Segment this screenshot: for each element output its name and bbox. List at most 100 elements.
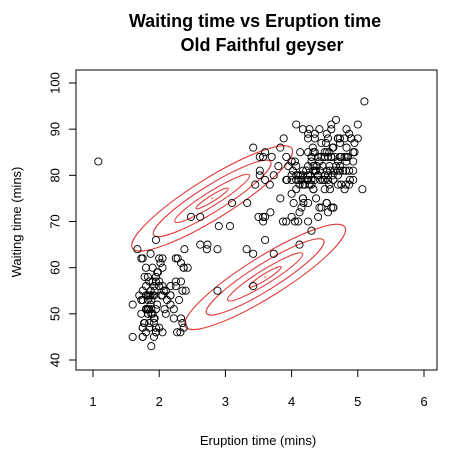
data-point	[151, 235, 160, 245]
data-point	[304, 217, 313, 226]
data-point	[249, 249, 258, 258]
data-point	[151, 328, 160, 337]
data-point	[304, 171, 313, 180]
data-point	[304, 129, 313, 138]
data-point	[330, 152, 339, 161]
data-point	[149, 332, 158, 341]
data-point	[282, 175, 291, 184]
data-point	[287, 157, 296, 166]
y-tick-label: 100	[47, 72, 62, 94]
data-point	[292, 175, 301, 184]
data-point	[274, 162, 283, 171]
data-point	[171, 254, 180, 263]
data-point	[330, 166, 339, 175]
data-point	[141, 282, 151, 291]
data-point	[345, 166, 354, 175]
y-tick-label: 70	[47, 214, 62, 228]
data-point	[328, 143, 337, 152]
data-point	[297, 175, 306, 184]
data-point	[295, 208, 304, 217]
data-point	[160, 305, 169, 314]
data-point	[278, 217, 288, 226]
data-point	[155, 277, 164, 286]
data-point	[297, 203, 306, 212]
data-point	[243, 198, 252, 208]
data-point	[143, 309, 152, 318]
data-point	[180, 245, 189, 254]
contour-line	[195, 187, 229, 210]
data-point	[298, 194, 307, 203]
x-tick-label: 1	[89, 394, 96, 409]
y-tick-label: 50	[47, 307, 62, 321]
chart-title: Waiting time vs Eruption time	[129, 11, 381, 31]
data-points	[94, 97, 369, 351]
data-point	[175, 295, 184, 305]
data-point	[307, 152, 316, 161]
data-point	[325, 166, 335, 175]
data-point	[322, 198, 331, 208]
data-point	[327, 120, 336, 129]
data-point	[266, 208, 275, 217]
data-point	[328, 171, 337, 180]
data-point	[323, 171, 333, 180]
data-point	[345, 175, 354, 184]
data-point	[153, 300, 162, 309]
data-point	[225, 222, 235, 231]
data-point	[166, 282, 175, 291]
data-point	[309, 185, 318, 194]
data-point	[176, 258, 186, 268]
data-point	[316, 166, 325, 175]
data-point	[261, 235, 270, 245]
data-point	[150, 286, 159, 295]
data-point	[176, 314, 186, 323]
data-point	[335, 138, 344, 148]
data-point	[315, 203, 324, 212]
data-point	[322, 129, 331, 138]
data-point	[310, 134, 319, 143]
data-point	[147, 342, 156, 351]
data-point	[255, 166, 264, 175]
data-point	[202, 245, 211, 254]
data-point	[173, 328, 182, 337]
data-point	[287, 212, 296, 221]
data-point	[353, 120, 362, 129]
data-point	[178, 319, 187, 328]
data-point	[298, 166, 307, 175]
data-point	[323, 134, 333, 143]
data-point	[141, 263, 151, 272]
data-point	[317, 152, 326, 161]
data-point	[171, 277, 180, 286]
data-point	[309, 162, 318, 171]
data-point	[169, 305, 178, 314]
data-point	[320, 185, 329, 194]
data-point	[148, 263, 157, 272]
data-point	[151, 323, 160, 332]
data-point	[347, 134, 356, 143]
data-point	[169, 314, 178, 323]
data-point	[307, 157, 316, 166]
y-tick-label: 60	[47, 260, 62, 274]
data-point	[342, 152, 351, 161]
data-point	[335, 162, 344, 171]
data-point	[213, 286, 222, 295]
data-point	[318, 162, 327, 171]
data-point	[327, 203, 336, 212]
data-point	[259, 217, 268, 226]
data-point	[155, 282, 164, 291]
data-point	[255, 152, 264, 161]
data-point	[139, 319, 149, 328]
data-point	[292, 120, 301, 129]
data-point	[261, 212, 270, 221]
data-point	[261, 148, 270, 157]
contour-line	[184, 223, 347, 331]
data-point	[155, 254, 164, 263]
data-point	[342, 143, 351, 152]
data-point	[143, 295, 152, 305]
data-point	[143, 305, 152, 314]
data-point	[146, 249, 155, 258]
data-point	[317, 138, 326, 148]
data-point	[340, 185, 349, 194]
x-tick-label: 2	[156, 394, 163, 409]
data-point	[312, 166, 321, 175]
